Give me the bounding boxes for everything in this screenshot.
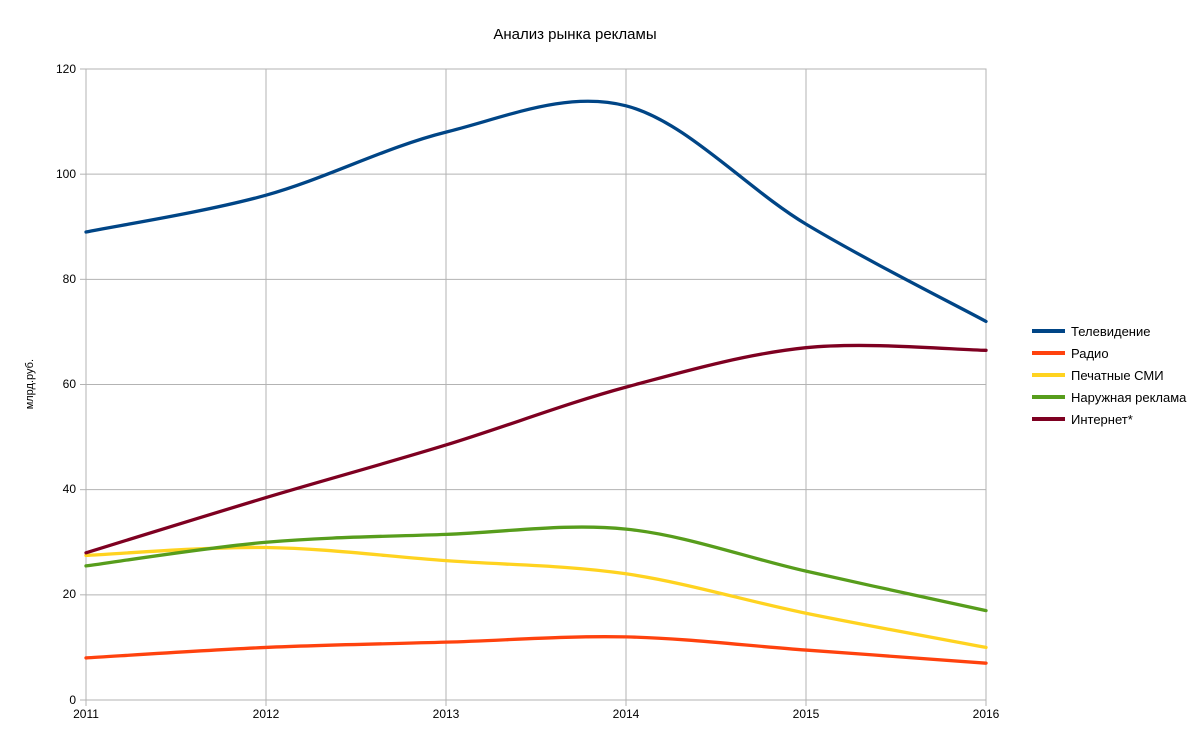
series-line-2 [84,545,988,650]
x-tick-label: 2015 [792,707,820,721]
legend-label: Наружная реклама [1071,389,1187,405]
legend-label: Печатные СМИ [1071,367,1164,383]
legend-line-swatch [1032,351,1065,355]
y-tick-label: 0 [69,692,76,707]
y-tick-label: 40 [62,482,76,497]
chart-title: Анализ рынка рекламы [493,26,657,43]
legend-item-1: Радио [1032,342,1186,364]
x-tick-label: 2011 [73,707,99,721]
y-tick-label: 20 [62,587,76,602]
legend-label: Телевидение [1071,323,1151,339]
legend-item-0: Телевидение [1032,320,1186,342]
legend-label: Радио [1071,345,1109,361]
chart-legend: Телевидение Радио Печатные СМИ Наружная рек… [1032,320,1186,430]
y-tick-label: 100 [55,166,76,181]
legend-label: Интернет* [1071,411,1133,427]
series-line-0 [84,99,988,324]
legend-line-swatch [1032,395,1065,399]
legend-line-swatch [1032,329,1065,333]
legend-item-3: Наружная реклама [1032,386,1186,408]
x-tick-label: 2014 [612,707,640,721]
legend-item-2: Печатные СМИ [1032,364,1186,386]
y-tick-label: 120 [55,61,76,76]
y-tick-label: 80 [62,271,76,286]
series-line-3 [84,525,988,613]
series-line-1 [84,635,988,665]
legend-line-swatch [1032,373,1065,377]
legend-line-swatch [1032,417,1065,421]
x-tick-label: 2013 [432,707,460,721]
legend-item-4: Интернет* [1032,408,1186,430]
x-tick-label: 2012 [252,707,280,721]
y-tick-label: 60 [62,377,76,391]
x-tick-label: 2016 [972,707,1000,721]
series-line-4 [84,343,988,555]
